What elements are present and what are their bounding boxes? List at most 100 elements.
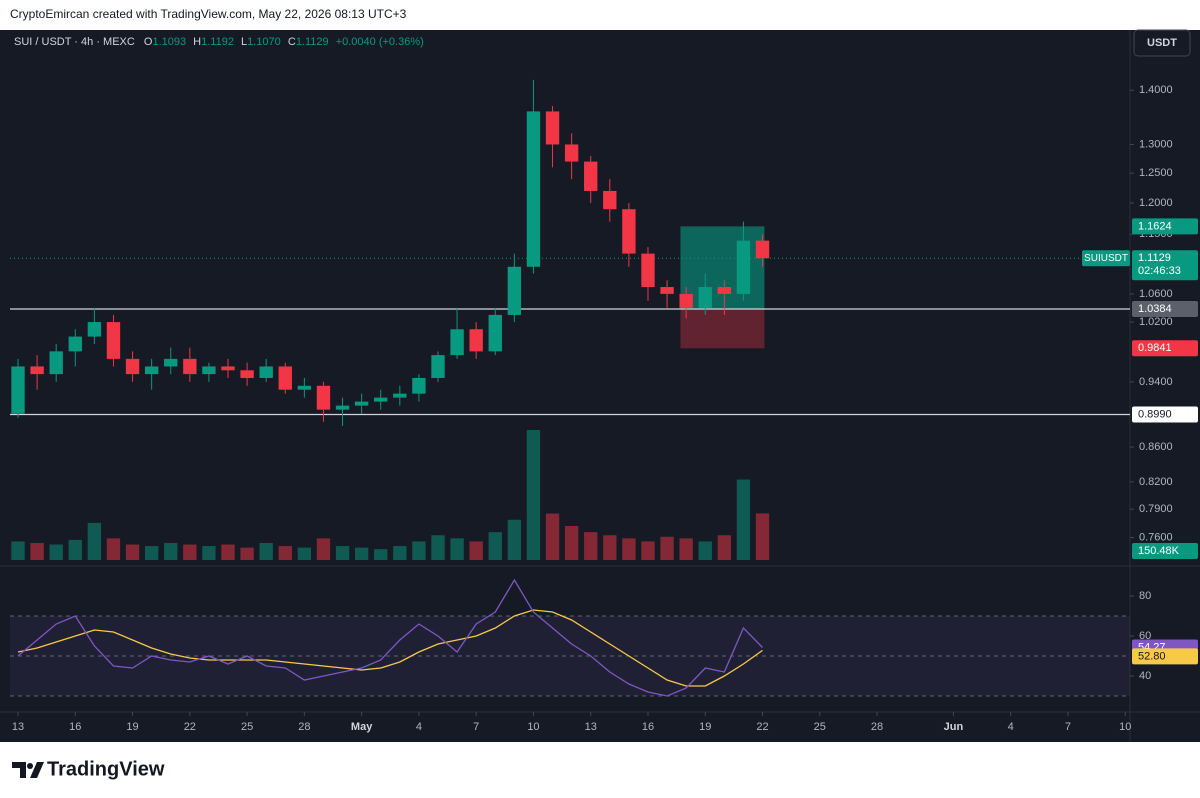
candle-body: [354, 401, 369, 406]
y-tick-label: 1.4000: [1139, 84, 1173, 96]
volume-bar: [660, 536, 674, 560]
volume-bar: [641, 541, 655, 560]
volume-bar: [164, 542, 178, 560]
brand-name: TradingView: [47, 758, 165, 780]
chart-background: [0, 30, 1200, 742]
volume-bar: [698, 541, 712, 560]
x-tick-label: 28: [871, 721, 883, 733]
candle-body: [698, 287, 712, 308]
candle-body: [183, 358, 197, 375]
candle-body: [106, 322, 121, 359]
brand-logo: [12, 762, 44, 778]
position-stop-zone: [680, 308, 765, 349]
candle-body: [68, 336, 82, 352]
y-tick-label: 0.8600: [1139, 441, 1173, 453]
candle-body: [755, 240, 770, 259]
candle-body: [412, 377, 426, 394]
volume-bar: [316, 538, 331, 560]
x-tick-label: 22: [184, 721, 196, 733]
candle-body: [144, 366, 159, 375]
volume-bar: [297, 547, 312, 560]
volume-bar: [87, 522, 102, 560]
candle-body: [393, 393, 407, 398]
volume-bar: [412, 541, 426, 560]
candle-body: [30, 366, 44, 375]
y-tick-label: 0.7600: [1139, 531, 1173, 543]
candle-body: [603, 190, 617, 210]
volume-bar: [564, 525, 579, 560]
volume-bar: [354, 547, 369, 560]
candle-body: [736, 240, 751, 294]
volume-bar: [717, 535, 732, 560]
candle-body: [164, 358, 178, 367]
candle-body: [660, 287, 674, 294]
y-tick-label: 0.9400: [1139, 376, 1173, 388]
volume-bar: [507, 519, 522, 560]
symbol-tag: SUIUSDT: [1084, 253, 1128, 264]
x-tick-label: 10: [527, 721, 539, 733]
candle-body: [278, 366, 292, 390]
last-price-tag-bg: [1132, 250, 1198, 281]
x-tick-label: 4: [416, 721, 422, 733]
candle-body: [584, 161, 598, 191]
y-tick-label: 0.7900: [1139, 503, 1173, 515]
volume-bar: [144, 546, 159, 560]
header-bar: [0, 0, 1200, 30]
candle-body: [545, 111, 560, 145]
rsi-ma-tag-bg: [1132, 648, 1198, 665]
y-tick-label: 1.2500: [1139, 167, 1173, 179]
volume-bar: [106, 538, 121, 560]
candle-body: [374, 397, 388, 402]
rsi-y-tick-label: 80: [1139, 590, 1151, 602]
rsi-y-tick-label: 40: [1139, 670, 1151, 682]
x-tick-label: 25: [241, 721, 253, 733]
candle-body: [259, 366, 273, 378]
legend-key: L: [241, 36, 247, 48]
volume-bar: [11, 541, 25, 560]
candle-body: [488, 314, 502, 352]
candle-body: [526, 111, 541, 267]
candle-body: [335, 405, 350, 410]
price-tag: 1.0384: [1138, 303, 1172, 315]
x-tick-label: 13: [12, 721, 24, 733]
volume-bar: [526, 430, 541, 560]
volume-bar: [584, 532, 598, 560]
footer-bar: [0, 742, 1200, 798]
candle-body: [507, 266, 522, 315]
legend-value: 1.1192: [201, 36, 234, 48]
volume-bar: [545, 513, 560, 560]
legend-value: 1.1093: [152, 36, 186, 48]
volume-bar: [183, 544, 197, 560]
volume-bar: [240, 547, 254, 560]
candle-body: [431, 355, 445, 378]
legend: SUI / USDT · 4h · MEXC O1.1093 H1.1192 L…: [14, 36, 424, 48]
rsi-ma-tag: 52.80: [1138, 650, 1166, 662]
currency-button-label[interactable]: USDT: [1147, 37, 1177, 49]
x-tick-label: 28: [298, 721, 310, 733]
y-tick-label: 0.8200: [1139, 476, 1173, 488]
x-tick-label: 16: [642, 721, 654, 733]
volume-bar: [450, 538, 464, 560]
rsi-ma-line: [17, 609, 763, 687]
legend-value: 1.1070: [247, 36, 281, 48]
price-tag-bg: [1132, 218, 1198, 235]
volume-bar: [125, 544, 140, 560]
candle-body: [87, 322, 102, 337]
volume-bar: [755, 513, 770, 560]
volume-bar: [202, 546, 216, 560]
price-tag: 0.9841: [1138, 342, 1172, 354]
volume-bar: [469, 541, 483, 560]
volume-bar: [221, 544, 235, 560]
candle-body: [11, 366, 25, 414]
currency-button[interactable]: [1133, 29, 1191, 57]
y-tick-label: 1.3000: [1139, 138, 1173, 150]
x-tick-label: May: [351, 721, 373, 733]
volume-bar: [431, 535, 445, 560]
candle-body: [240, 370, 254, 378]
position-target-zone: [680, 226, 765, 309]
price-tag-bg: [1132, 340, 1198, 357]
x-tick-label: 4: [1008, 721, 1014, 733]
x-tick-label: 16: [69, 721, 81, 733]
